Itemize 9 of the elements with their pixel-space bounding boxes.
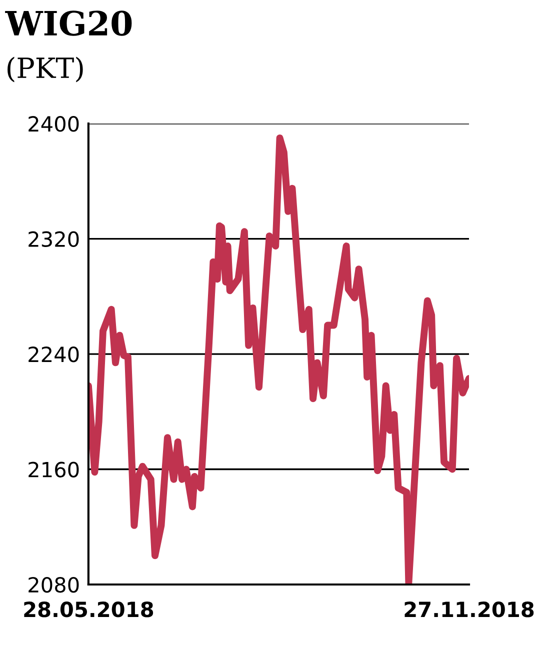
y-tick-label: 2160 — [28, 462, 79, 478]
y-tick-label: 2240 — [28, 346, 79, 362]
chart-title: WIG20 — [5, 10, 132, 36]
chart-subtitle: (PKT) — [8, 56, 83, 82]
y-tick-label: 2320 — [28, 231, 79, 248]
y-tick-label: 2080 — [28, 576, 79, 593]
y-tick-label: 2400 — [28, 116, 79, 132]
x-tick-label: 27.11.2018 — [404, 602, 534, 618]
x-tick-label: 28.05.2018 — [24, 602, 154, 618]
